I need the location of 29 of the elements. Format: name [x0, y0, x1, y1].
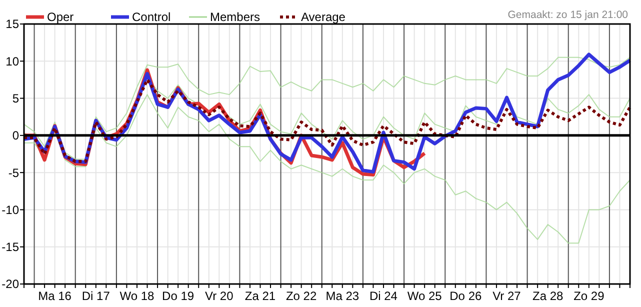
y-tick-label: 0 — [12, 128, 20, 143]
legend-label: Oper — [47, 10, 74, 24]
x-tick-label: Vr 27 — [492, 289, 522, 303]
x-tick-label: Vr 20 — [205, 289, 234, 303]
y-tick-label: -5 — [8, 166, 20, 180]
y-tick-label: -15 — [2, 240, 20, 254]
line-series — [24, 56, 630, 160]
x-tick-label: Za 28 — [532, 289, 564, 303]
y-tick-label: 10 — [6, 54, 20, 68]
x-tick-label: Zo 29 — [574, 289, 605, 303]
x-tick-label: Wo 25 — [407, 289, 442, 303]
x-tick-label: Ma 23 — [326, 289, 360, 303]
y-tick-label: -20 — [2, 277, 20, 292]
line-series — [24, 94, 630, 244]
x-tick-label: Wo 18 — [120, 289, 155, 303]
legend-label: Members — [210, 10, 260, 24]
x-tick-label: Ma 16 — [38, 289, 72, 303]
legend-label: Average — [301, 10, 346, 24]
x-tick-label: Do 19 — [162, 289, 194, 303]
y-tick-label: 15 — [6, 17, 20, 32]
x-tick-label: Za 21 — [244, 289, 276, 303]
legend-label: Control — [132, 10, 171, 24]
x-tick-label: Di 24 — [369, 289, 398, 303]
y-tick-label: 5 — [12, 91, 20, 106]
x-tick-label: Zo 22 — [286, 289, 317, 303]
x-tick-label: Do 26 — [450, 289, 482, 303]
x-tick-label: Di 17 — [82, 289, 110, 303]
text: Gemaakt: zo 15 jan 21:00 — [508, 9, 628, 21]
y-tick-label: -10 — [2, 202, 20, 217]
